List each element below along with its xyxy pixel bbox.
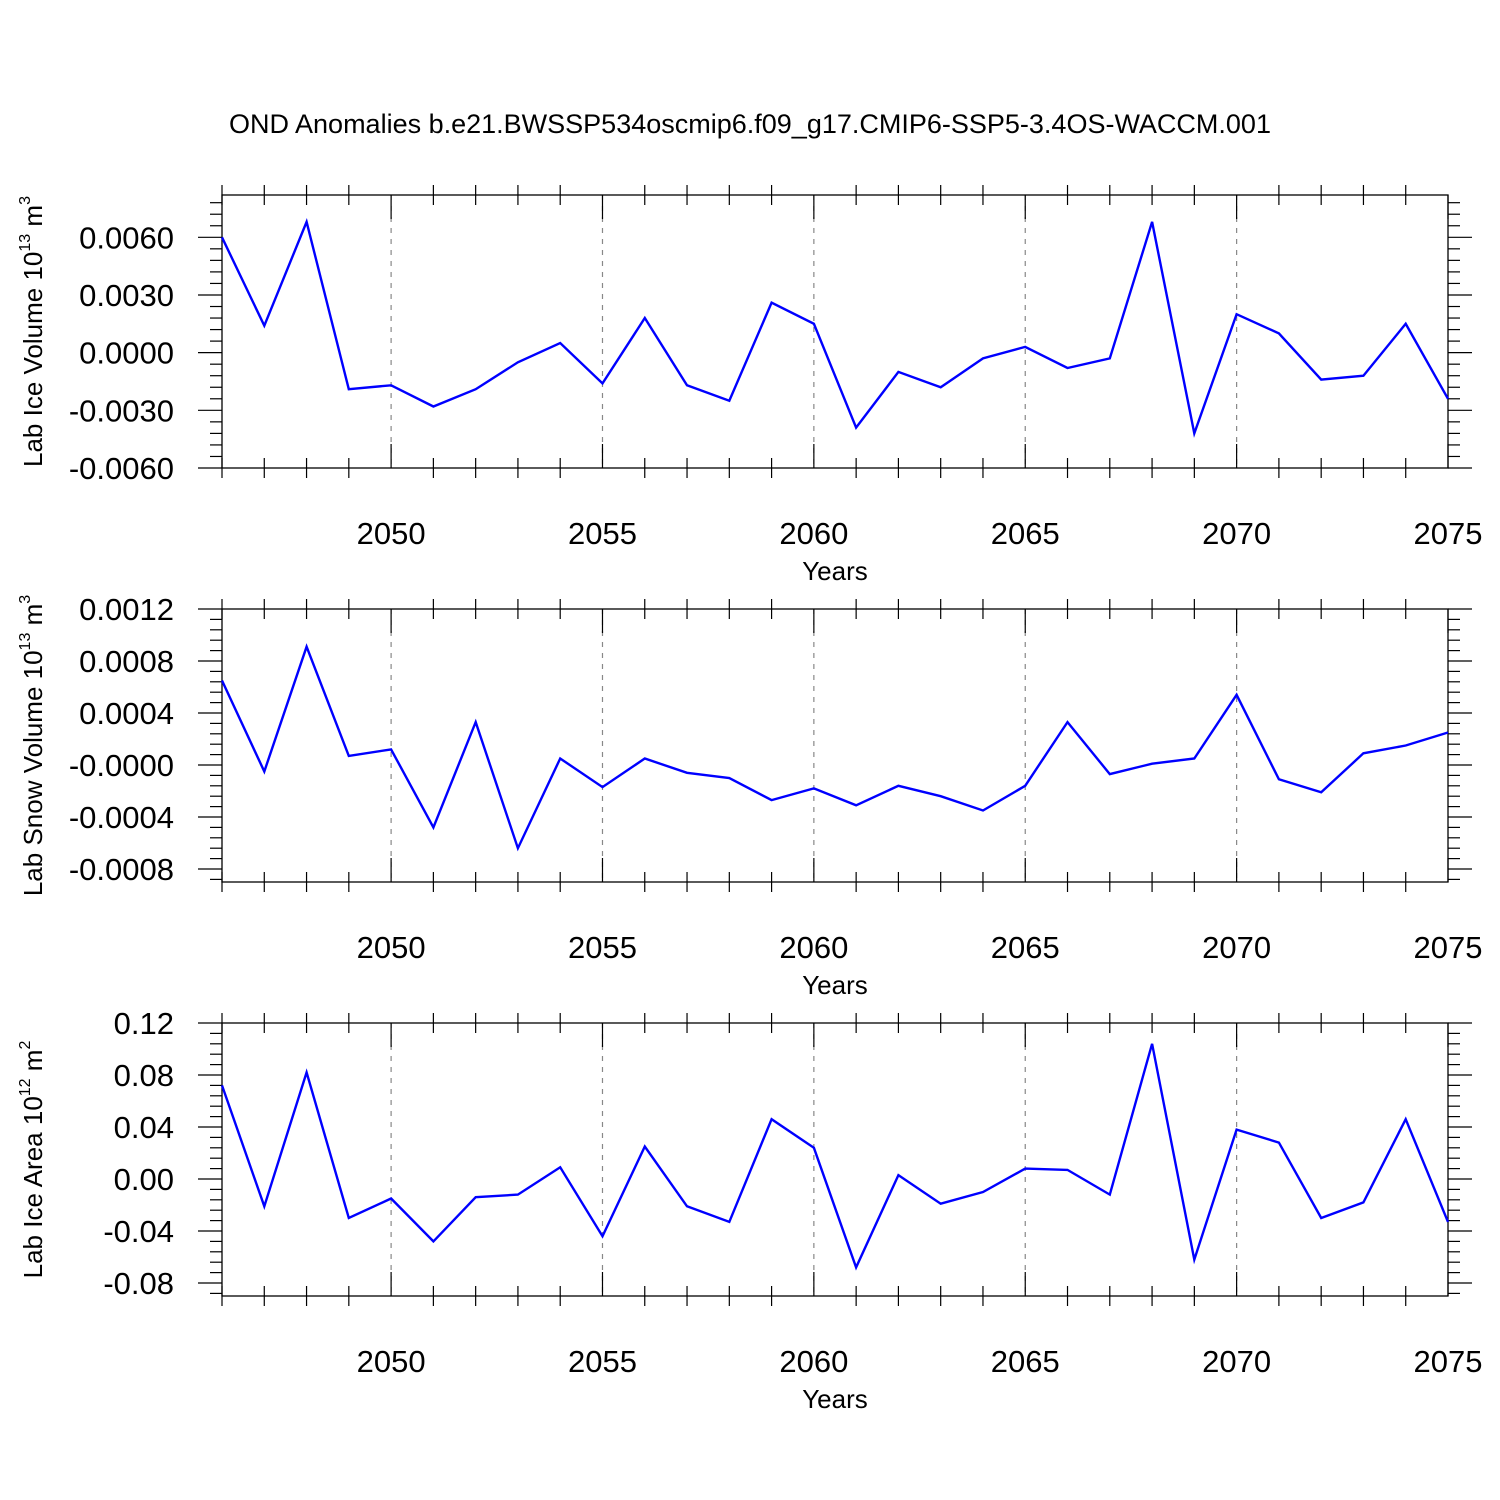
x-tick-label: 2070	[1202, 516, 1271, 551]
y-tick-label: 0.0030	[79, 278, 174, 313]
x-tick-label: 2060	[779, 930, 848, 965]
y-tick-label: 0.08	[114, 1058, 174, 1093]
x-tick-label: 2050	[357, 1344, 426, 1379]
figure-title: OND Anomalies b.e21.BWSSP534oscmip6.f09_…	[229, 109, 1271, 139]
panel-1: 2050 2055 2060 2065 2070 2075 -0.0060 -0.0030 0.…	[17, 185, 1482, 586]
x-tick-label: 2055	[568, 516, 637, 551]
x-axis-label: Years	[802, 1384, 868, 1414]
y-tick-label: 0.04	[114, 1110, 174, 1145]
y-axis-label: Lab Ice Area 1012 m2	[17, 1041, 48, 1279]
x-tick-label: 2050	[357, 516, 426, 551]
plot-frame	[221, 608, 1449, 883]
x-axis-label: Years	[802, 556, 868, 586]
y-tick-label: 0.00	[114, 1162, 174, 1197]
x-tick-label: 2075	[1414, 516, 1483, 551]
series-line-2	[220, 643, 1449, 852]
x-tick-label: 2075	[1414, 1344, 1483, 1379]
y-tick-label: 0.0000	[79, 336, 174, 371]
series-line-1	[220, 218, 1450, 438]
y-tick-label: 0.0012	[79, 592, 174, 627]
y-axis-label: Lab Ice Volume 1013 m3	[17, 196, 48, 467]
x-tick-label: 2060	[779, 1344, 848, 1379]
x-tick-label: 2060	[779, 516, 848, 551]
y-tick-label: -0.04	[103, 1214, 174, 1249]
x-tick-label: 2075	[1414, 930, 1483, 965]
plot-frame	[221, 194, 1449, 469]
y-tick-label: -0.0008	[69, 852, 174, 887]
y-tick-label: 0.0004	[79, 696, 174, 731]
x-tick-label: 2050	[357, 930, 426, 965]
series-line-3	[220, 1043, 1450, 1271]
panel-3: 2050 2055 2060 2065 2070 2075 -0.08 -0.04 0.00 0.…	[17, 1006, 1482, 1414]
y-tick-label: -0.0060	[69, 451, 174, 486]
x-axis-label: Years	[802, 970, 868, 1000]
plot-frame	[221, 1022, 1449, 1297]
panel-2: 2050 2055 2060 2065 2070 2075 -0.0008 -0.0004 -0…	[17, 592, 1482, 1000]
x-tick-label: 2055	[568, 1344, 637, 1379]
x-tick-label: 2065	[991, 930, 1060, 965]
y-axis-label: Lab Snow Volume 1013 m3	[17, 595, 48, 896]
y-tick-label: 0.0060	[79, 220, 174, 255]
y-tick-label: 0.12	[114, 1006, 174, 1041]
x-tick-label: 2070	[1202, 1344, 1271, 1379]
x-tick-label: 2065	[991, 516, 1060, 551]
y-tick-label: 0.0008	[79, 644, 174, 679]
x-tick-label: 2055	[568, 930, 637, 965]
y-tick-label: -0.0000	[69, 748, 174, 783]
x-tick-label: 2065	[991, 1344, 1060, 1379]
y-tick-label: -0.0030	[69, 393, 174, 428]
x-tick-label: 2070	[1202, 930, 1271, 965]
y-tick-label: -0.0004	[69, 800, 174, 835]
y-tick-label: -0.08	[103, 1266, 174, 1301]
